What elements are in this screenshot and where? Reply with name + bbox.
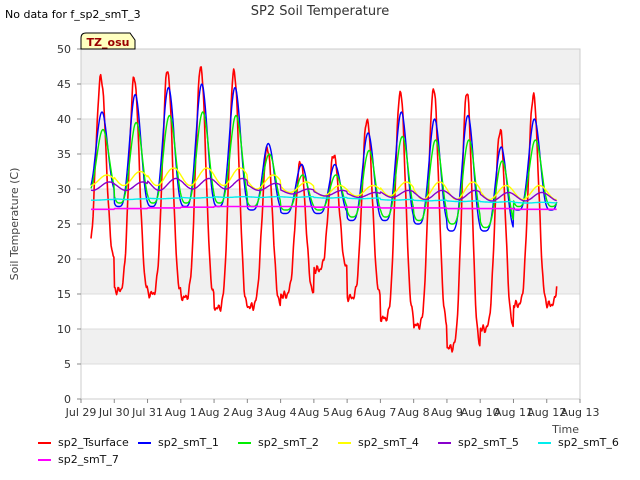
band	[81, 49, 580, 84]
series-line-sp2_Tsurface	[90, 66, 558, 353]
legend-label: sp2_Tsurface	[58, 436, 129, 449]
legend-swatch	[238, 442, 251, 444]
band	[81, 84, 580, 119]
y-tick-label: 0	[64, 393, 71, 406]
x-tick-label: Jul 30	[98, 406, 130, 419]
legend-item-sp2_smT_6: sp2_smT_6	[538, 436, 638, 449]
x-tick-label: Jul 31	[131, 406, 163, 419]
series-line-sp2_smT_1	[90, 83, 558, 232]
x-axis-ticks: Jul 29 Jul 30 Jul 31 Aug 1 Aug 2 Aug 3 Aug 4 Au…	[65, 399, 600, 419]
timezone-badge-box	[80, 32, 136, 50]
y-tick-label: 40	[57, 113, 71, 126]
band	[81, 364, 580, 399]
band	[81, 294, 580, 329]
y-tick-label: 25	[57, 218, 71, 231]
band	[81, 224, 580, 259]
chart-title: SP2 Soil Temperature	[251, 4, 389, 19]
legend-item-sp2_smT_4: sp2_smT_4	[338, 436, 438, 449]
legend-row: sp2_smT_7	[38, 453, 638, 470]
y-axis-ticks: 0 5 10 15 20 25 30 35 40 45 50	[57, 43, 81, 406]
band	[81, 329, 580, 364]
legend-label: sp2_smT_4	[358, 436, 419, 449]
x-tick-label: Aug 11	[494, 406, 533, 419]
legend-item-sp2_smT_7: sp2_smT_7	[38, 453, 138, 466]
series-line-sp2_smT_5	[90, 177, 557, 202]
legend-item-sp2_smT_1: sp2_smT_1	[138, 436, 238, 449]
legend-label: sp2_smT_6	[558, 436, 619, 449]
x-tick-label: Jul 29	[65, 406, 97, 419]
legend-swatch	[38, 442, 51, 444]
legend-label: sp2_smT_7	[58, 453, 119, 466]
x-tick-label: Aug 2	[198, 406, 230, 419]
x-tick-label: Aug 10	[461, 406, 500, 419]
x-tick-label: Aug 13	[561, 406, 600, 419]
x-tick-label: Aug 12	[527, 406, 566, 419]
legend-label: sp2_smT_5	[458, 436, 519, 449]
timezone-badge: TZ_osu	[80, 32, 136, 50]
band	[81, 119, 580, 154]
x-axis-title: Time	[551, 423, 579, 436]
y-tick-label: 50	[57, 43, 71, 56]
legend-swatch	[38, 459, 51, 461]
legend-swatch	[438, 442, 451, 444]
y-axis-title: Soil Temperature (C)	[8, 168, 21, 281]
legend-row: sp2_Tsurface sp2_smT_1 sp2_smT_2 sp2_smT_4 s…	[38, 436, 638, 453]
x-tick-label: Aug 9	[431, 406, 463, 419]
x-tick-label: Aug 4	[265, 406, 297, 419]
band	[81, 259, 580, 294]
x-tick-label: Aug 8	[398, 406, 430, 419]
legend-swatch	[138, 442, 151, 444]
legend-label: sp2_smT_1	[158, 436, 219, 449]
x-tick-label: Aug 7	[364, 406, 396, 419]
x-tick-label: Aug 5	[298, 406, 330, 419]
legend-item-sp2_smT_5: sp2_smT_5	[438, 436, 538, 449]
y-tick-label: 45	[57, 78, 71, 91]
y-tick-label: 15	[57, 288, 71, 301]
x-tick-label: Aug 1	[165, 406, 197, 419]
legend: sp2_Tsurface sp2_smT_1 sp2_smT_2 sp2_smT_4 s…	[38, 436, 638, 470]
y-tick-label: 10	[57, 323, 71, 336]
no-data-note: No data for f_sp2_smT_3	[5, 8, 141, 21]
x-tick-label: Aug 3	[231, 406, 263, 419]
y-tick-label: 20	[57, 253, 71, 266]
legend-swatch	[338, 442, 351, 444]
legend-label: sp2_smT_2	[258, 436, 319, 449]
series-layer	[90, 66, 558, 353]
legend-swatch	[538, 442, 551, 444]
y-tick-label: 35	[57, 148, 71, 161]
legend-item-sp2_smT_2: sp2_smT_2	[238, 436, 338, 449]
x-tick-label: Aug 6	[331, 406, 363, 419]
y-tick-label: 30	[57, 183, 71, 196]
timezone-badge-label: TZ_osu	[87, 36, 130, 49]
legend-item-sp2_Tsurface: sp2_Tsurface	[38, 436, 138, 449]
series-line-sp2_smT_6	[90, 196, 557, 204]
y-tick-label: 5	[64, 358, 71, 371]
series-line-sp2_smT_7	[90, 205, 557, 211]
